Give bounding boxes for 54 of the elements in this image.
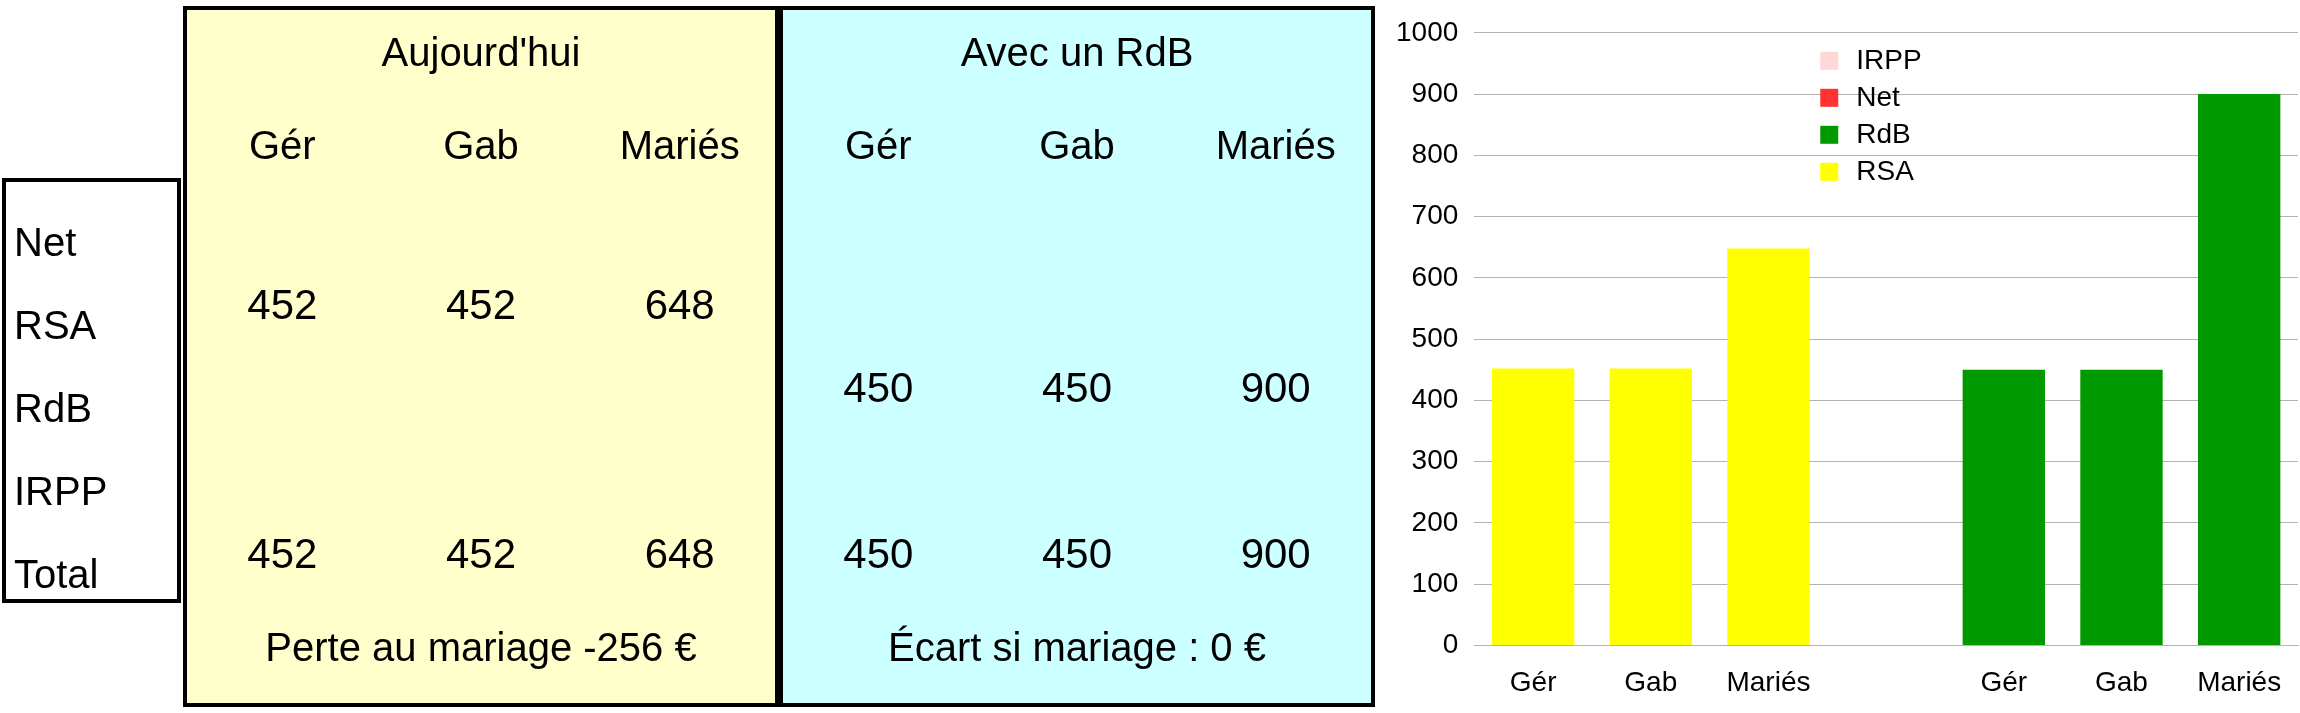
bar: [1727, 248, 1810, 645]
bar: [1609, 368, 1692, 645]
data-label: 900: [1240, 530, 1311, 578]
x-tick-label: Gér: [844, 123, 912, 168]
y-tick-label: 1000: [1395, 15, 1459, 47]
legend-label: RdB: [1856, 117, 1911, 149]
x-tick-label: Mariés: [2197, 665, 2282, 697]
x-tick-label: Mariés: [1215, 123, 1336, 168]
y-tick-label: IRPP: [14, 468, 108, 513]
x-tick-label: Gab: [1624, 665, 1678, 697]
text: Écart si mariage : 0 €: [888, 625, 1266, 670]
y-tick-label: 100: [1411, 566, 1459, 598]
bar: [2197, 94, 2281, 645]
x-tick-label: Gab: [443, 123, 519, 168]
data-label: 452: [445, 530, 517, 578]
data-label: 450: [843, 530, 914, 578]
x-tick-label: Gab: [1039, 123, 1115, 168]
y-tick-label: 800: [1411, 138, 1459, 170]
y-tick-label: 300: [1411, 444, 1459, 476]
bar: [1962, 369, 2045, 645]
text: Perte au mariage -256 €: [265, 625, 697, 670]
y-tick-label: RSA: [14, 302, 97, 347]
data-label: 648: [644, 281, 715, 329]
y-tick-label: 900: [1411, 76, 1459, 108]
y-tick-label: 600: [1411, 260, 1459, 292]
legend-label: Net: [1856, 80, 1901, 112]
y-tick-label: RdB: [14, 385, 92, 430]
y-tick-label: 500: [1411, 321, 1459, 353]
legend-label: IRPP: [1856, 43, 1922, 75]
y-tick-label: Total: [14, 551, 99, 596]
y-tick-label: Net: [14, 219, 77, 264]
data-label: 450: [1041, 364, 1113, 412]
x-tick-label: Gab: [2095, 665, 2148, 697]
y-tick-label: 700: [1411, 199, 1459, 231]
y-tick-label: 0: [1442, 628, 1459, 660]
data-label: 452: [247, 281, 318, 329]
data-label: 900: [1240, 364, 1311, 412]
y-tick-label: 200: [1411, 505, 1459, 537]
y-tick-label: 400: [1411, 383, 1459, 415]
x-tick-label: Gér: [1509, 665, 1557, 697]
legend-label: RSA: [1856, 154, 1915, 186]
bar: [2080, 369, 2163, 645]
data-label: 450: [843, 364, 914, 412]
data-label: 450: [1041, 530, 1113, 578]
data-label: 648: [644, 530, 715, 578]
x-tick-label: Mariés: [619, 123, 740, 168]
bar: [1491, 368, 1575, 645]
data-label: 452: [247, 530, 318, 578]
text: Avec un RdB: [960, 30, 1194, 75]
x-tick-label: Mariés: [1726, 665, 1811, 697]
x-tick-label: Gér: [248, 123, 316, 168]
text: Aujourd'hui: [381, 30, 581, 75]
data-label: 452: [445, 281, 517, 329]
x-tick-label: Gér: [1980, 665, 2028, 697]
